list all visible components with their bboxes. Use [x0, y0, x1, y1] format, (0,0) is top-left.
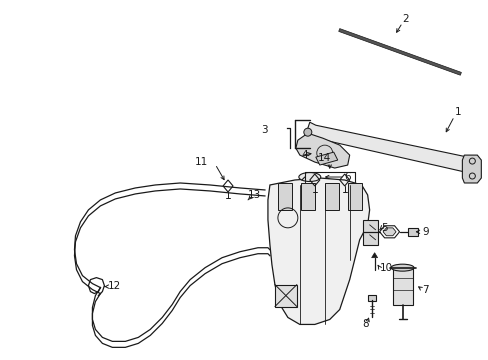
- Ellipse shape: [298, 172, 320, 181]
- Text: 9: 9: [422, 227, 428, 237]
- Polygon shape: [407, 228, 417, 236]
- Polygon shape: [324, 183, 338, 210]
- Text: 7: 7: [422, 284, 428, 294]
- Polygon shape: [295, 133, 349, 168]
- Text: 12: 12: [107, 280, 121, 291]
- Text: 11: 11: [195, 157, 208, 167]
- Text: 4: 4: [301, 150, 308, 160]
- Text: 5: 5: [381, 223, 387, 233]
- Polygon shape: [274, 285, 296, 306]
- Polygon shape: [315, 152, 337, 165]
- Polygon shape: [362, 220, 377, 245]
- Text: 2: 2: [402, 14, 408, 24]
- Polygon shape: [300, 183, 314, 210]
- Polygon shape: [371, 253, 377, 258]
- Polygon shape: [462, 155, 480, 183]
- Polygon shape: [367, 294, 375, 301]
- Text: 10: 10: [379, 263, 392, 273]
- Text: 13: 13: [247, 190, 261, 200]
- Text: 8: 8: [362, 319, 368, 329]
- Text: 3: 3: [261, 125, 267, 135]
- Polygon shape: [347, 183, 361, 210]
- Polygon shape: [382, 228, 395, 236]
- Polygon shape: [277, 183, 291, 210]
- Polygon shape: [267, 178, 369, 324]
- Ellipse shape: [390, 264, 413, 271]
- Text: 1: 1: [453, 107, 460, 117]
- Text: 6: 6: [344, 172, 350, 182]
- Text: 14: 14: [317, 153, 330, 163]
- Polygon shape: [338, 28, 461, 75]
- Circle shape: [303, 128, 311, 136]
- Polygon shape: [392, 268, 412, 305]
- Polygon shape: [307, 122, 473, 173]
